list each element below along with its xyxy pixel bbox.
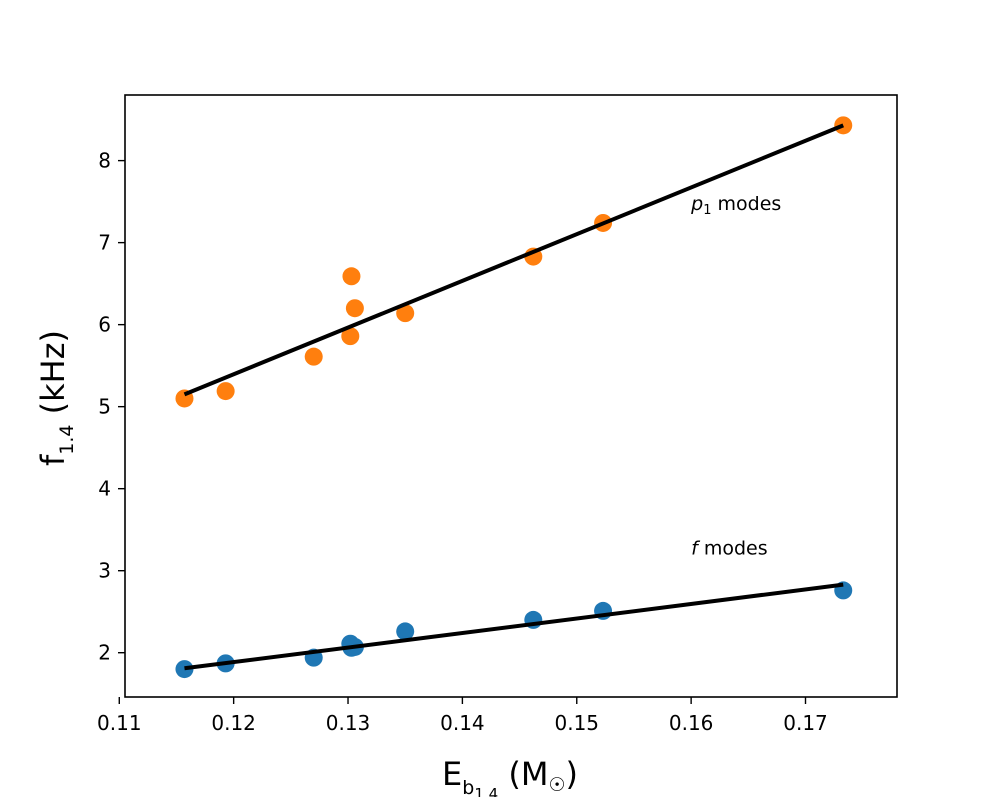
y-axis-label: f1.4 (kHz): [34, 330, 78, 466]
p1-mode-point-9: [834, 116, 853, 135]
x-tick-label-3: 0.14: [440, 711, 485, 735]
y-tick-label-1: 3: [98, 559, 111, 583]
y-axis-label-group: f1.4 (kHz): [34, 330, 78, 466]
y-tick-label-4: 6: [98, 313, 111, 337]
x-tick-label-0: 0.11: [97, 711, 142, 735]
y-axis-ticks: 2 3 4 5 6 7 8: [98, 149, 125, 665]
p1-mode-point-2: [304, 347, 323, 366]
x-tick-label-4: 0.15: [554, 711, 599, 735]
y-tick-label-3: 5: [98, 395, 111, 419]
annotation-f-modes: f modes: [691, 537, 768, 559]
p1-mode-point-6: [396, 304, 415, 323]
y-tick-label-0: 2: [98, 641, 111, 665]
y-tick-label-2: 4: [98, 477, 111, 501]
fit-line-f-modes: [184, 582, 844, 671]
x-tick-label-1: 0.12: [211, 711, 256, 735]
x-tick-label-2: 0.13: [326, 711, 371, 735]
y-tick-label-6: 8: [98, 149, 111, 173]
p1-mode-point-1: [216, 382, 235, 401]
x-tick-label-5: 0.16: [669, 711, 714, 735]
y-tick-label-5: 7: [98, 231, 111, 255]
p1-mode-point-4: [342, 267, 361, 286]
annotations: p1 modes f modes: [690, 193, 781, 559]
x-tick-label-6: 0.17: [783, 711, 828, 735]
f-mode-point-6: [396, 622, 415, 641]
fit-line-p1-modes: [183, 123, 845, 397]
data-points: [175, 116, 853, 679]
f-mode-point-0: [175, 660, 194, 679]
plot-frame: [124, 94, 898, 698]
x-axis-label: Eb1.4 (M☉): [442, 755, 578, 797]
fit-lines: [183, 123, 845, 671]
p1-mode-point-5: [345, 299, 364, 318]
annotation-p1-modes: p1 modes: [690, 193, 781, 218]
p1-mode-point-3: [341, 327, 360, 346]
x-axis-ticks: 0.11 0.12 0.13 0.14 0.15 0.16 0.17: [97, 697, 828, 735]
